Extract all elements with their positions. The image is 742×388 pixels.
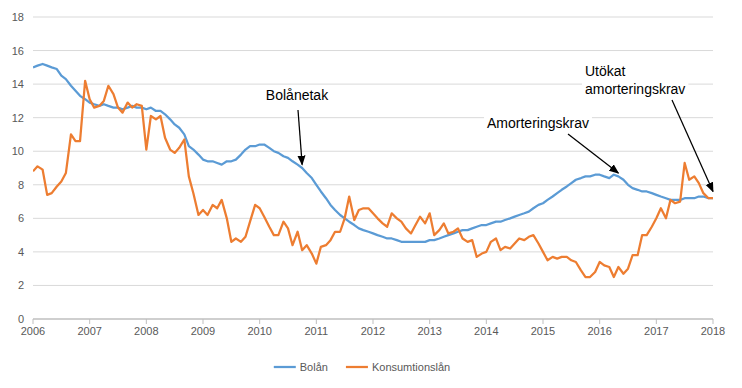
annotation-text: Amorteringskrav <box>487 115 589 131</box>
annotation-bg <box>263 86 332 104</box>
x-tick-label: 2011 <box>305 325 329 337</box>
grid-line <box>33 285 713 286</box>
annotation-text: Bolånetak <box>266 87 329 103</box>
x-tick <box>259 319 260 324</box>
x-tick-label: 2018 <box>701 325 725 337</box>
annotation-bg <box>484 114 592 132</box>
y-tick-label: 8 <box>18 179 24 191</box>
y-tick-label: 14 <box>12 78 24 90</box>
x-tick-label: 2008 <box>134 325 158 337</box>
x-tick-label: 2013 <box>417 325 441 337</box>
legend-label: Konsumtionslån <box>372 361 450 373</box>
y-tick-label: 2 <box>18 279 24 291</box>
x-tick-label: 2009 <box>191 325 215 337</box>
x-tick-label: 2006 <box>21 325 45 337</box>
y-tick-label: 4 <box>18 246 24 258</box>
x-tick <box>656 319 657 324</box>
x-tick-label: 2017 <box>644 325 668 337</box>
series-line <box>33 64 713 242</box>
x-tick-label: 2010 <box>247 325 271 337</box>
x-tick <box>316 319 317 324</box>
x-tick <box>33 319 34 324</box>
x-tick <box>486 319 487 324</box>
y-tick-label: 6 <box>18 212 24 224</box>
grid-line <box>33 117 713 118</box>
x-tick-label: 2014 <box>474 325 498 337</box>
grid-line <box>33 184 713 185</box>
y-tick-label: 10 <box>12 145 24 157</box>
series-line <box>33 81 713 277</box>
x-tick <box>429 319 430 324</box>
y-tick-label: 16 <box>12 45 24 57</box>
annotation-arrow <box>568 134 618 173</box>
legend-swatch <box>274 366 296 368</box>
legend: Bolån Konsumtionslån <box>274 361 450 373</box>
grid-line <box>33 50 713 51</box>
series-group <box>33 64 713 277</box>
annotation-arrow <box>672 100 713 191</box>
x-tick <box>203 319 204 324</box>
x-tick <box>599 319 600 324</box>
grid-line <box>33 251 713 252</box>
y-tick-label: 18 <box>12 11 24 23</box>
x-tick <box>146 319 147 324</box>
x-tick-label: 2012 <box>361 325 385 337</box>
annotation-arrow <box>298 110 302 165</box>
x-tick <box>89 319 90 324</box>
x-tick-label: 2016 <box>587 325 611 337</box>
legend-swatch <box>346 366 368 368</box>
grid-line <box>33 151 713 152</box>
x-tick <box>373 319 374 324</box>
grid-line <box>33 17 713 18</box>
x-tick <box>543 319 544 324</box>
annotation-text: Utökat <box>585 63 626 79</box>
x-tick-label: 2007 <box>77 325 101 337</box>
annotation-bg <box>582 62 688 98</box>
legend-label: Bolån <box>300 361 328 373</box>
chart: 0 2 4 6 8 10 12 14 16 18 2006 2007 2008 2009 2010 2011 2… <box>0 0 742 388</box>
annotation-text: amorteringskrav <box>585 81 685 97</box>
x-tick <box>713 319 714 324</box>
y-tick-label: 0 <box>18 313 24 325</box>
grid-line <box>33 218 713 219</box>
y-tick-label: 12 <box>12 112 24 124</box>
x-tick-label: 2015 <box>531 325 555 337</box>
